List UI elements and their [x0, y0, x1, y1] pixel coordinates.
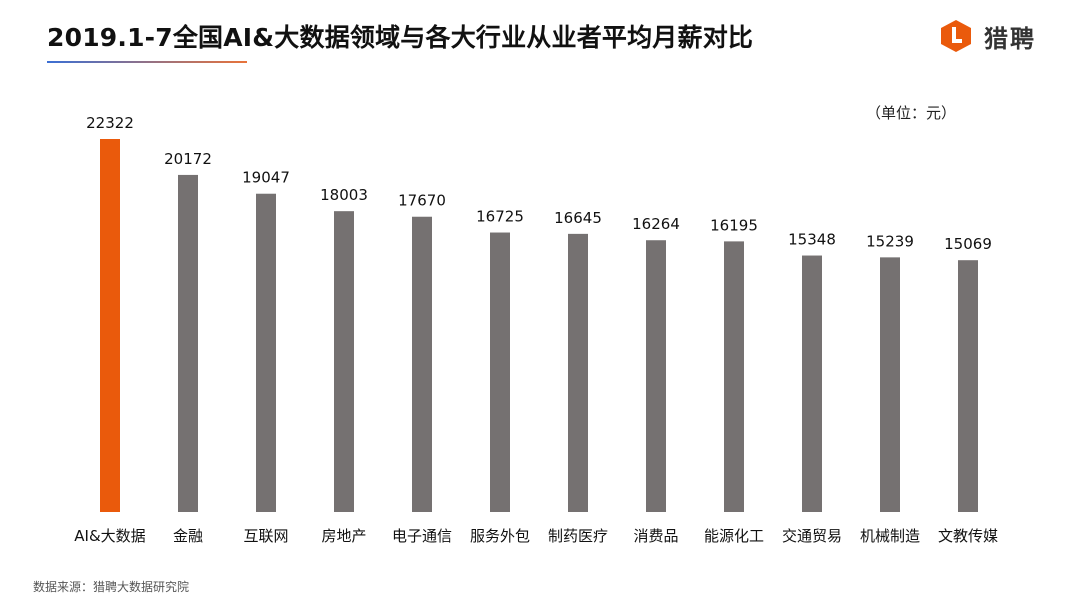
title-underline — [47, 61, 247, 63]
bar-11 — [958, 260, 978, 512]
category-label-5: 服务外包 — [470, 527, 530, 545]
data-label-7: 16264 — [632, 215, 680, 233]
category-label-4: 电子通信 — [392, 527, 452, 545]
bar-1 — [178, 174, 198, 512]
bar-9 — [802, 255, 822, 512]
brand-logo: 猎聘 — [938, 16, 1036, 56]
salary-bar-chart: 22322 AI&大数据 20172 金融 19047 互联网 18003 房地产 17670 电… — [74, 114, 998, 545]
bar-10 — [880, 257, 900, 512]
data-label-4: 17670 — [398, 192, 446, 210]
bar-2 — [256, 193, 276, 512]
data-label-6: 16645 — [554, 209, 602, 227]
category-label-11: 文教传媒 — [938, 527, 998, 545]
data-label-1: 20172 — [164, 150, 212, 168]
data-label-8: 16195 — [710, 216, 758, 234]
bar-7 — [646, 240, 666, 513]
category-label-3: 房地产 — [321, 527, 366, 545]
unit-label: （单位：元） — [866, 104, 957, 122]
data-label-2: 19047 — [242, 169, 290, 187]
data-label-5: 16725 — [476, 208, 524, 226]
bar-4 — [412, 216, 432, 512]
category-label-10: 机械制造 — [860, 527, 920, 545]
bar-6 — [568, 233, 588, 512]
liepin-logo-icon — [941, 20, 971, 52]
bar-8 — [724, 241, 744, 512]
category-label-0: AI&大数据 — [74, 527, 145, 545]
source-note: 数据来源：猎聘大数据研究院 — [33, 580, 190, 594]
data-label-9: 15348 — [788, 231, 836, 249]
bar-0 — [100, 139, 120, 512]
data-label-3: 18003 — [320, 186, 368, 204]
category-label-9: 交通贸易 — [782, 527, 842, 545]
bar-5 — [490, 232, 510, 513]
bar-3 — [334, 211, 354, 513]
data-label-0: 22322 — [86, 114, 134, 132]
category-label-2: 互联网 — [243, 527, 288, 545]
category-label-8: 能源化工 — [704, 527, 764, 545]
page-title: 2019.1-7全国AI&大数据领域与各大行业从业者平均月薪对比 — [47, 23, 754, 52]
category-label-6: 制药医疗 — [548, 527, 608, 545]
data-label-10: 15239 — [866, 232, 914, 250]
category-label-1: 金融 — [173, 527, 203, 545]
data-label-11: 15069 — [944, 235, 992, 253]
category-label-7: 消费品 — [633, 527, 678, 545]
brand-name: 猎聘 — [984, 24, 1036, 53]
